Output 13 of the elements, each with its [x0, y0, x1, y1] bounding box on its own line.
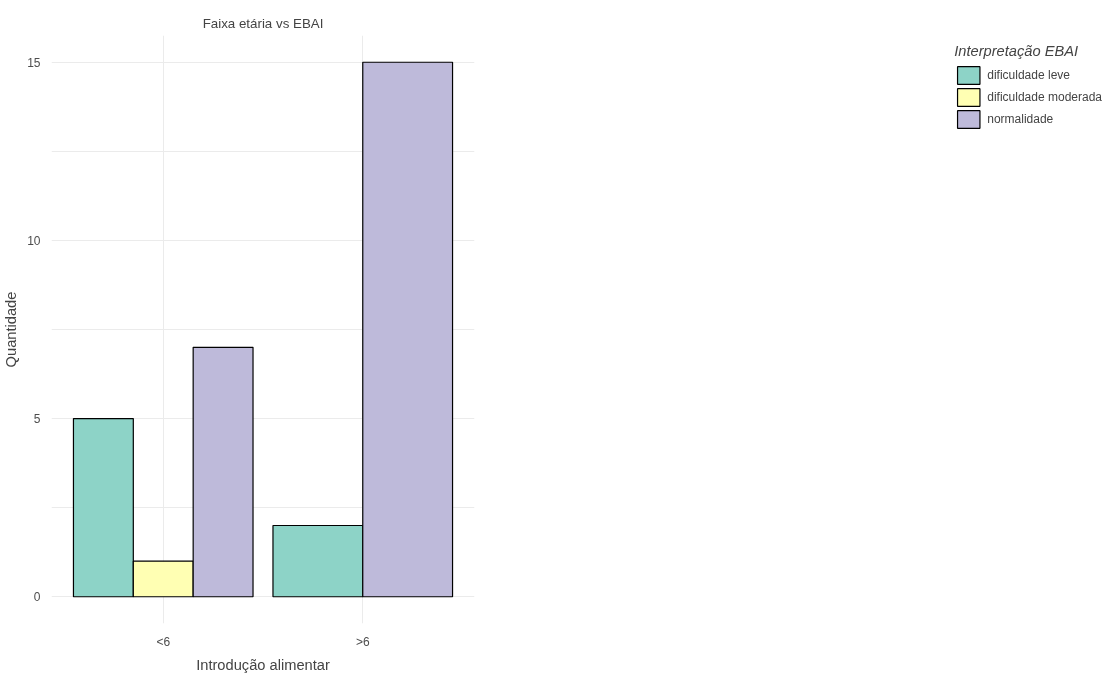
y-axis-title: Quantidade [3, 291, 20, 368]
y-tick-label: 10 [27, 233, 41, 248]
y-tick-label: 5 [33, 412, 41, 427]
x-tick-label: <6 [156, 634, 171, 649]
y-tick-label: 15 [27, 55, 41, 70]
legend-label: normalidade [987, 111, 1054, 128]
legend-title: Interpretação EBAI [954, 43, 1080, 59]
legend-label: dificuldade leve [987, 67, 1070, 84]
y-tick-label: 0 [33, 590, 41, 605]
chart-title: Faixa etária vs EBAI [202, 15, 324, 31]
x-tick-label: >6 [355, 634, 370, 649]
x-axis-title: Introdução alimentar [196, 656, 330, 673]
legend-label: dificuldade moderada [987, 89, 1102, 106]
